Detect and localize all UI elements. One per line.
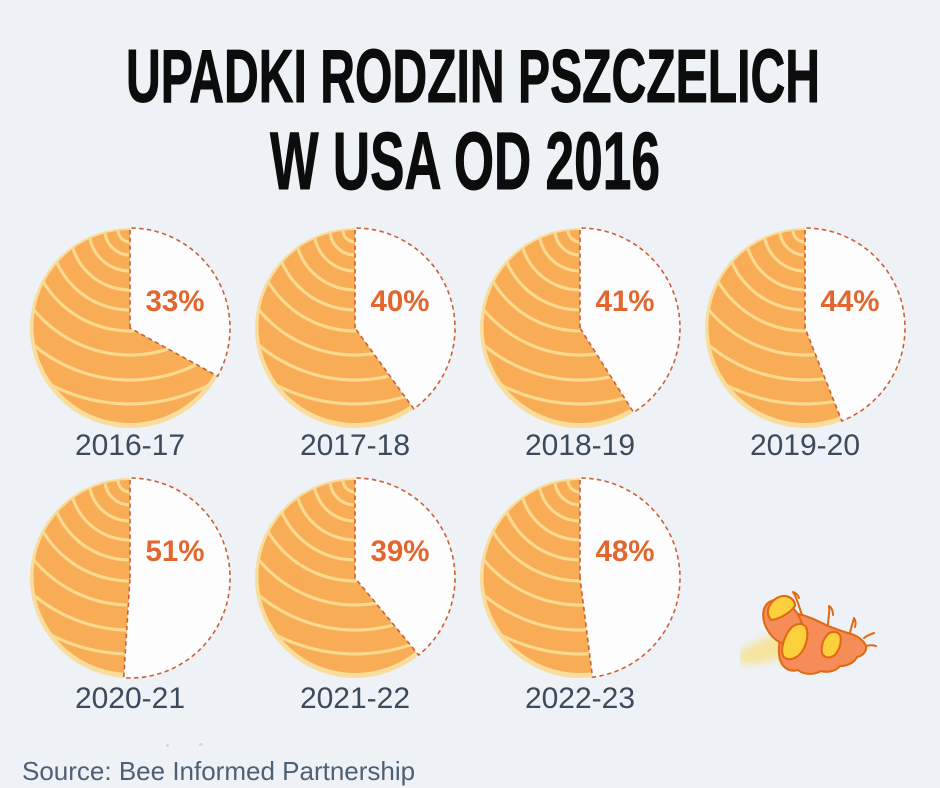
- svg-text:44%: 44%: [820, 285, 879, 318]
- svg-text:41%: 41%: [595, 285, 654, 318]
- svg-text:W USA OD 2016: W USA OD 2016: [270, 116, 660, 207]
- svg-text:33%: 33%: [145, 285, 204, 318]
- svg-text:51%: 51%: [145, 535, 204, 568]
- svg-text:48%: 48%: [595, 535, 654, 568]
- svg-text:UPADKI RODZIN PSZCZELICH: UPADKI RODZIN PSZCZELICH: [126, 34, 820, 118]
- svg-text:39%: 39%: [370, 535, 429, 568]
- svg-text:40%: 40%: [370, 285, 429, 318]
